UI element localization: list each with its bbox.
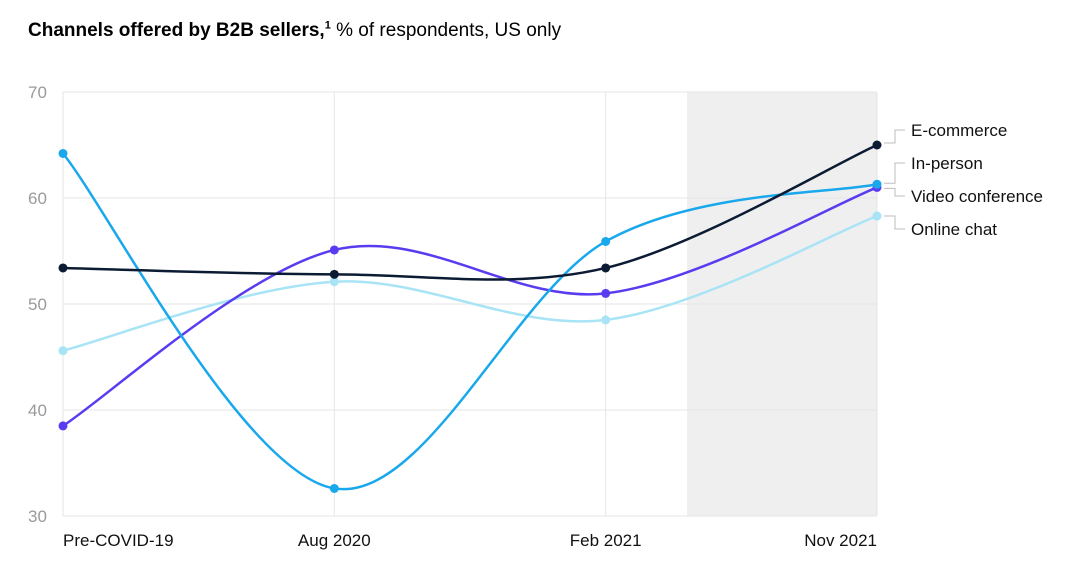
y-tick-label: 30 xyxy=(28,507,47,526)
data-point-e-commerce xyxy=(601,263,611,273)
legend-entry-e-commerce: E-commerce xyxy=(911,121,1007,140)
y-tick-label: 70 xyxy=(28,83,47,102)
data-point-online-chat xyxy=(329,277,339,287)
data-point-e-commerce xyxy=(329,269,339,279)
footnote-marker: 1 xyxy=(324,19,331,32)
legend-entry-in-person: In-person xyxy=(911,154,983,173)
legend-entry-video-conference: Video conference xyxy=(911,187,1043,206)
data-point-online-chat xyxy=(58,346,68,356)
data-point-online-chat xyxy=(872,211,882,221)
data-point-in-person xyxy=(872,179,882,189)
x-tick-label: Pre-COVID-19 xyxy=(63,531,174,550)
data-point-e-commerce xyxy=(872,140,882,150)
chart-title: Channels offered by B2B sellers,1 % of r… xyxy=(28,20,561,42)
grid-lines xyxy=(62,91,878,517)
legend-connector-online-chat xyxy=(884,215,905,230)
chart-title-bold: Channels offered by B2B sellers, xyxy=(28,20,325,41)
x-axis-ticks: Pre-COVID-19 Aug 2020 Feb 2021 Nov 2021 xyxy=(63,531,877,550)
y-axis-ticks: 30 40 50 60 70 xyxy=(28,83,47,526)
data-point-video-conference xyxy=(601,288,611,298)
data-point-e-commerce xyxy=(58,263,68,273)
legend-connector-video-conference xyxy=(884,187,905,197)
data-point-video-conference xyxy=(329,245,339,255)
y-tick-label: 50 xyxy=(28,295,47,314)
x-tick-label: Aug 2020 xyxy=(298,531,371,550)
data-point-in-person xyxy=(601,236,611,246)
x-tick-label: Nov 2021 xyxy=(804,531,877,550)
data-point-video-conference xyxy=(58,421,68,431)
data-point-in-person xyxy=(329,483,339,493)
series-line-video-conference xyxy=(62,186,878,427)
series-lines xyxy=(62,143,878,491)
data-point-in-person xyxy=(58,148,68,158)
series-line-in-person xyxy=(62,152,878,491)
legend-connector-in-person xyxy=(884,162,905,184)
y-tick-label: 40 xyxy=(28,401,47,420)
series-line-online-chat xyxy=(62,214,878,352)
legend-connector-e-commerce xyxy=(884,129,905,144)
legend: E-commerce In-person Video conference Onlin… xyxy=(884,121,1043,239)
series-points xyxy=(58,140,882,493)
chart-title-subtitle: % of respondents, US only xyxy=(336,20,562,41)
y-tick-label: 60 xyxy=(28,189,47,208)
x-tick-label: Feb 2021 xyxy=(570,531,642,550)
data-point-online-chat xyxy=(601,315,611,325)
series-line-e-commerce xyxy=(62,143,878,281)
legend-entry-online-chat: Online chat xyxy=(911,220,997,239)
